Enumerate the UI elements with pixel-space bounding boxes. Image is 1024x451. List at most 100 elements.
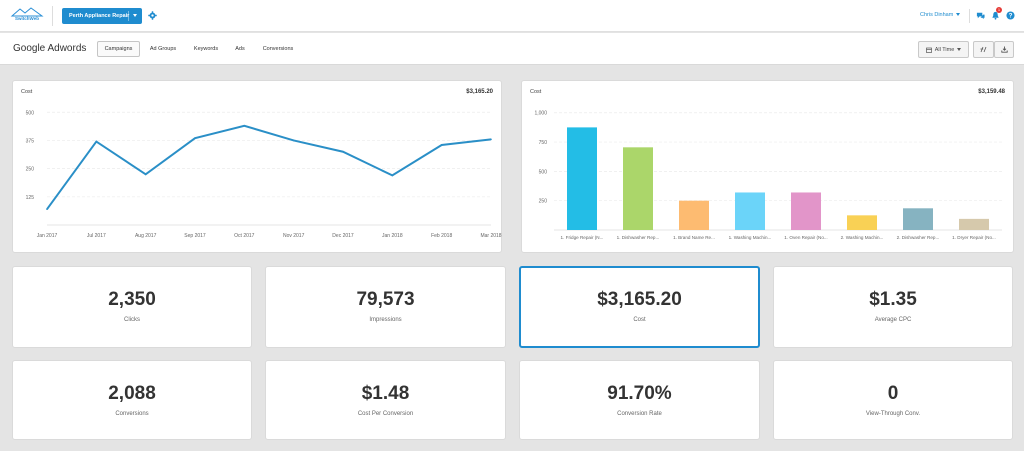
stat-label: Clicks	[124, 317, 140, 323]
data-point	[243, 125, 246, 127]
user-name: Chris Dinham	[920, 12, 954, 18]
help-icon[interactable]: ?	[1006, 11, 1015, 20]
x-tick-label: 1. Fridge Repair (N...	[561, 235, 604, 240]
chevron-down-icon	[957, 48, 962, 51]
y-tick-label: 500	[539, 169, 548, 175]
x-tick-label: Aug 2017	[135, 233, 157, 239]
series-line-cost	[46, 124, 492, 210]
stat-card-conversion-rate[interactable]: 91.70% Conversion Rate	[519, 360, 760, 440]
data-point	[342, 150, 344, 153]
tab-conversions[interactable]: Conversions	[262, 46, 294, 52]
tab-ad-groups[interactable]: Ad Groups	[149, 46, 177, 52]
logo[interactable]: SwitchWeb	[10, 7, 44, 25]
data-point	[194, 137, 196, 139]
chart-total: $3,159.48	[978, 89, 1005, 95]
calendar-icon	[925, 47, 932, 53]
stat-card-cost[interactable]: $3,165.20 Cost	[519, 266, 760, 348]
page-header: Google Adwords Campaigns Ad Groups Keywo…	[0, 33, 1024, 65]
page-title: Google Adwords	[13, 43, 87, 54]
x-tick-label: Jul 2017	[87, 233, 106, 239]
stat-value: $1.35	[869, 289, 917, 310]
chart-title: Cost	[530, 89, 542, 95]
bar	[847, 215, 877, 230]
tab-keywords[interactable]: Keywords	[193, 46, 219, 52]
stat-card-view-through-conv[interactable]: 0 View-Through Conv.	[773, 360, 1013, 440]
notification-badge: 1	[996, 7, 1002, 13]
stat-value: 91.70%	[607, 383, 672, 404]
x-tick-label: Dec 2017	[332, 233, 354, 239]
x-tick-label: 1. Oven Repair (No...	[784, 235, 827, 240]
cost-bar-chart-card: Cost $3,159.48 250 500 750 1,000 1. Fridge R…	[521, 80, 1014, 253]
divider	[52, 6, 53, 26]
account-selector-label: Perth Appliance Repair	[69, 13, 130, 19]
stat-label: Impressions	[369, 317, 402, 323]
stat-label: Cost	[633, 317, 646, 323]
data-point	[440, 144, 443, 146]
stat-value: 2,088	[108, 383, 156, 404]
y-tick-label: 250	[26, 167, 35, 173]
line-chart: 125 250 375 500 Jan 2017 Jul 2017 Aug 2017 Sep …	[26, 110, 502, 239]
compare-button[interactable]	[973, 41, 994, 58]
stat-value: 2,350	[108, 289, 156, 310]
data-point	[490, 138, 492, 141]
chat-icon[interactable]	[976, 11, 985, 20]
y-tick-label: 500	[26, 110, 35, 116]
x-tick-label: 1. Brand Name Re...	[673, 235, 715, 240]
bar	[903, 208, 933, 230]
top-navbar: SwitchWeb Perth Appliance Repair Chris D…	[0, 0, 1024, 32]
stat-value: $3,165.20	[597, 289, 682, 310]
bar	[735, 192, 765, 230]
download-button[interactable]	[994, 41, 1014, 58]
bell-icon[interactable]	[991, 11, 1000, 20]
bar	[623, 147, 653, 230]
stat-card-cost-per-conversion[interactable]: $1.48 Cost Per Conversion	[265, 360, 506, 440]
bar-chart: 250 500 750 1,000 1. Fridge Repair (N... 1. D…	[534, 111, 1002, 240]
stat-label: Average CPC	[874, 317, 912, 323]
stat-value: $1.48	[361, 383, 410, 404]
stat-card-impressions[interactable]: 79,573 Impressions	[265, 266, 506, 348]
y-tick-label: 125	[26, 195, 35, 201]
date-range-button[interactable]: All Time	[918, 41, 969, 58]
cost-line-chart-card: Cost $3,165.20 125 250 375 500 Jan 2017 Jul 2…	[12, 80, 502, 253]
tab-campaigns[interactable]: Campaigns	[97, 41, 140, 57]
chart-title: Cost	[21, 89, 33, 95]
x-tick-label: Feb 2018	[431, 233, 452, 239]
logo-text: SwitchWeb	[15, 16, 39, 21]
date-range-label: All Time	[934, 46, 955, 53]
chevron-down-icon	[956, 13, 961, 17]
divider	[128, 11, 129, 21]
x-tick-label: 2. Dishwasher Rep...	[897, 235, 940, 240]
tab-ads[interactable]: Ads	[235, 46, 245, 52]
data-point	[46, 208, 48, 211]
x-tick-label: 1. Dishwasher Rep...	[617, 235, 660, 240]
account-selector-button[interactable]: Perth Appliance Repair	[62, 8, 142, 24]
stat-label: Conversion Rate	[617, 411, 662, 417]
chart-total: $3,165.20	[466, 89, 493, 95]
bar	[791, 192, 821, 230]
data-point	[292, 139, 295, 142]
data-point	[144, 173, 147, 176]
x-tick-label: 1. Washing Machin...	[729, 235, 772, 240]
stat-card-conversions[interactable]: 2,088 Conversions	[12, 360, 252, 440]
svg-text:?: ?	[1009, 13, 1013, 20]
x-tick-label: Nov 2017	[283, 233, 305, 239]
y-tick-label: 250	[539, 199, 548, 205]
compare-icon	[980, 46, 987, 53]
stat-value: 0	[887, 383, 899, 404]
stat-card-clicks[interactable]: 2,350 Clicks	[12, 266, 252, 348]
stat-label: View-Through Conv.	[865, 411, 921, 417]
stat-value: 79,573	[356, 289, 415, 310]
bar	[959, 218, 989, 230]
bar	[679, 200, 709, 230]
data-point	[95, 140, 98, 143]
gear-icon[interactable]	[148, 11, 157, 20]
x-tick-label: Oct 2017	[234, 233, 255, 239]
stat-card-average-cpc[interactable]: $1.35 Average CPC	[773, 266, 1013, 348]
chevron-down-icon	[133, 14, 137, 17]
y-tick-label: 375	[26, 138, 35, 144]
stat-label: Conversions	[115, 411, 149, 417]
user-menu[interactable]: Chris Dinham	[920, 12, 961, 18]
x-tick-label: Sep 2017	[184, 233, 206, 239]
logo-mountain-icon	[10, 7, 44, 17]
x-tick-label: Jan 2018	[382, 233, 403, 239]
